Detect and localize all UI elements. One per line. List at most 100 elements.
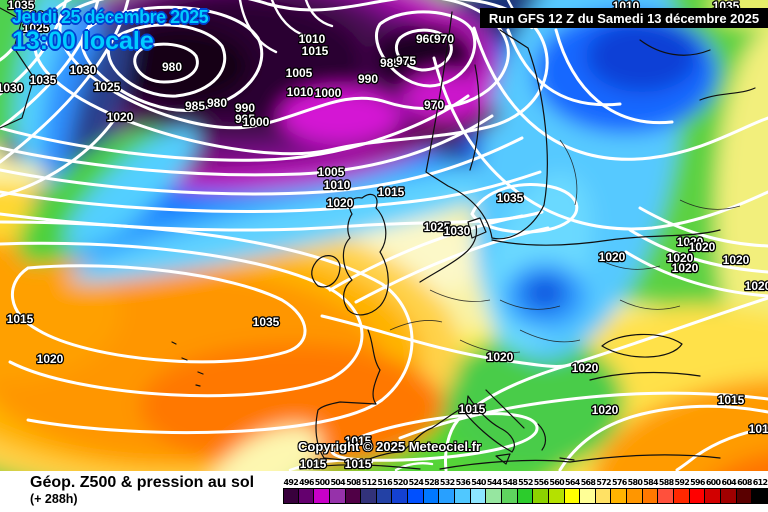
scale-color-box — [469, 488, 487, 504]
pressure-label: 990 — [358, 72, 378, 86]
forecast-hour: (+ 288h) — [30, 492, 78, 506]
coastlines — [0, 7, 756, 470]
scale-entry: 608 — [735, 478, 753, 504]
scale-entry: 496 — [297, 478, 314, 504]
scale-value: 600 — [705, 478, 721, 487]
scale-color-box — [391, 488, 409, 504]
scale-value: 528 — [424, 478, 439, 487]
pressure-label: 1015 — [345, 434, 372, 448]
scale-entry: 612 — [751, 478, 768, 504]
scale-entry: 544 — [485, 478, 502, 504]
scale-color-box — [344, 488, 362, 504]
scale-entry: 556 — [532, 478, 549, 504]
pressure-label: 1015 — [749, 422, 768, 436]
scale-color-box — [516, 488, 534, 504]
pressure-label: 970 — [424, 98, 444, 112]
pressure-label: 1020 — [723, 253, 750, 267]
scale-value: 520 — [393, 478, 408, 487]
pressure-label: 1020 — [677, 235, 704, 249]
pressure-label: 1005 — [318, 165, 345, 179]
scale-color-box — [610, 488, 628, 504]
pressure-label: 1000 — [243, 115, 270, 129]
scale-entry: 528 — [422, 478, 440, 504]
scale-color-box — [657, 488, 675, 504]
valid-date-overlay: Jeudi 25 décembre 2025 13:00 locale — [12, 7, 209, 55]
scale-entry: 580 — [626, 478, 643, 504]
scale-value: 516 — [377, 478, 392, 487]
scale-color-box — [328, 488, 346, 504]
scale-color-box — [313, 488, 330, 504]
scale-color-box — [485, 488, 502, 504]
scale-color-box — [438, 488, 456, 504]
valid-date: Jeudi 25 décembre 2025 — [12, 7, 209, 27]
scale-color-box — [375, 488, 393, 504]
scale-color-box — [283, 488, 299, 504]
scale-value: 556 — [533, 478, 549, 487]
scale-value: 544 — [486, 478, 502, 487]
scale-value: 584 — [643, 478, 658, 487]
scale-value: 608 — [737, 478, 752, 487]
pressure-label: 1020 — [745, 279, 768, 293]
scale-color-box — [407, 488, 424, 504]
scale-value: 576 — [611, 478, 627, 487]
scale-entry: 588 — [657, 478, 675, 504]
scale-entry: 492 — [283, 478, 299, 504]
scale-color-box — [719, 488, 737, 504]
scale-color-box — [735, 488, 753, 504]
scale-value: 564 — [565, 478, 580, 487]
pressure-label: 1020 — [107, 110, 134, 124]
scale-entry: 596 — [688, 478, 705, 504]
scale-entry: 572 — [594, 478, 612, 504]
scale-value: 496 — [299, 478, 314, 487]
scale-value: 536 — [455, 478, 471, 487]
scale-color-box — [751, 488, 768, 504]
pressure-label: 970 — [434, 32, 454, 46]
scale-value: 552 — [518, 478, 533, 487]
pressure-label: 980 — [207, 96, 227, 110]
scale-value: 596 — [690, 478, 705, 487]
scale-color-box — [547, 488, 565, 504]
pressure-label: 1035 — [497, 191, 524, 205]
pressure-label: 980 — [162, 60, 182, 74]
valid-time: 13:00 locale — [12, 26, 154, 55]
scale-value: 592 — [674, 478, 690, 487]
scale-value: 568 — [580, 478, 596, 487]
pressure-label: 1025 — [424, 220, 451, 234]
weather-map: 1035103010251030103510301025102098098598… — [0, 0, 768, 471]
scale-color-box — [454, 488, 471, 504]
color-scale: 492 496 500 504 508 512 516 520 524 528 532 536 540 5… — [283, 478, 768, 504]
pressure-label: 1030 — [31, 9, 58, 23]
scale-entry: 536 — [454, 478, 471, 504]
pressure-label: 1015 — [459, 402, 486, 416]
pressure-label: 1020 — [667, 251, 694, 265]
scale-value: 512 — [361, 478, 377, 487]
copyright-overlay: Copyright © 2025 Meteociel.fr — [298, 439, 481, 454]
scale-color-box — [673, 488, 690, 504]
footer: Géop. Z500 & pression au sol (+ 288h) 49… — [0, 471, 768, 512]
scale-value: 500 — [314, 478, 330, 487]
scale-entry: 548 — [500, 478, 518, 504]
scale-value: 504 — [330, 478, 346, 487]
scale-value: 524 — [408, 478, 424, 487]
pressure-label: 1035 — [253, 315, 280, 329]
scale-entry: 564 — [563, 478, 581, 504]
scale-color-box — [579, 488, 596, 504]
scale-entry: 552 — [516, 478, 534, 504]
pressure-label: 985 — [380, 56, 400, 70]
pressure-label: 1030 — [444, 224, 471, 238]
scale-color-box — [563, 488, 581, 504]
scale-entry: 584 — [641, 478, 659, 504]
pressure-label: 990 — [235, 101, 255, 115]
pressure-label: 1020 — [689, 240, 716, 254]
scale-color-box — [500, 488, 518, 504]
scale-value: 588 — [658, 478, 674, 487]
scale-value: 540 — [471, 478, 486, 487]
model-run-text: Run GFS 12 Z du Samedi 13 décembre 2025 — [488, 10, 760, 26]
pressure-label: 1010 — [299, 32, 326, 46]
chart-title: Géop. Z500 & pression au sol — [30, 474, 255, 491]
scale-entry: 532 — [438, 478, 456, 504]
scale-entry: 560 — [547, 478, 565, 504]
pressure-label: 1030 — [0, 81, 24, 95]
pressure-label: 1010 — [287, 85, 314, 99]
scale-entry: 568 — [579, 478, 596, 504]
